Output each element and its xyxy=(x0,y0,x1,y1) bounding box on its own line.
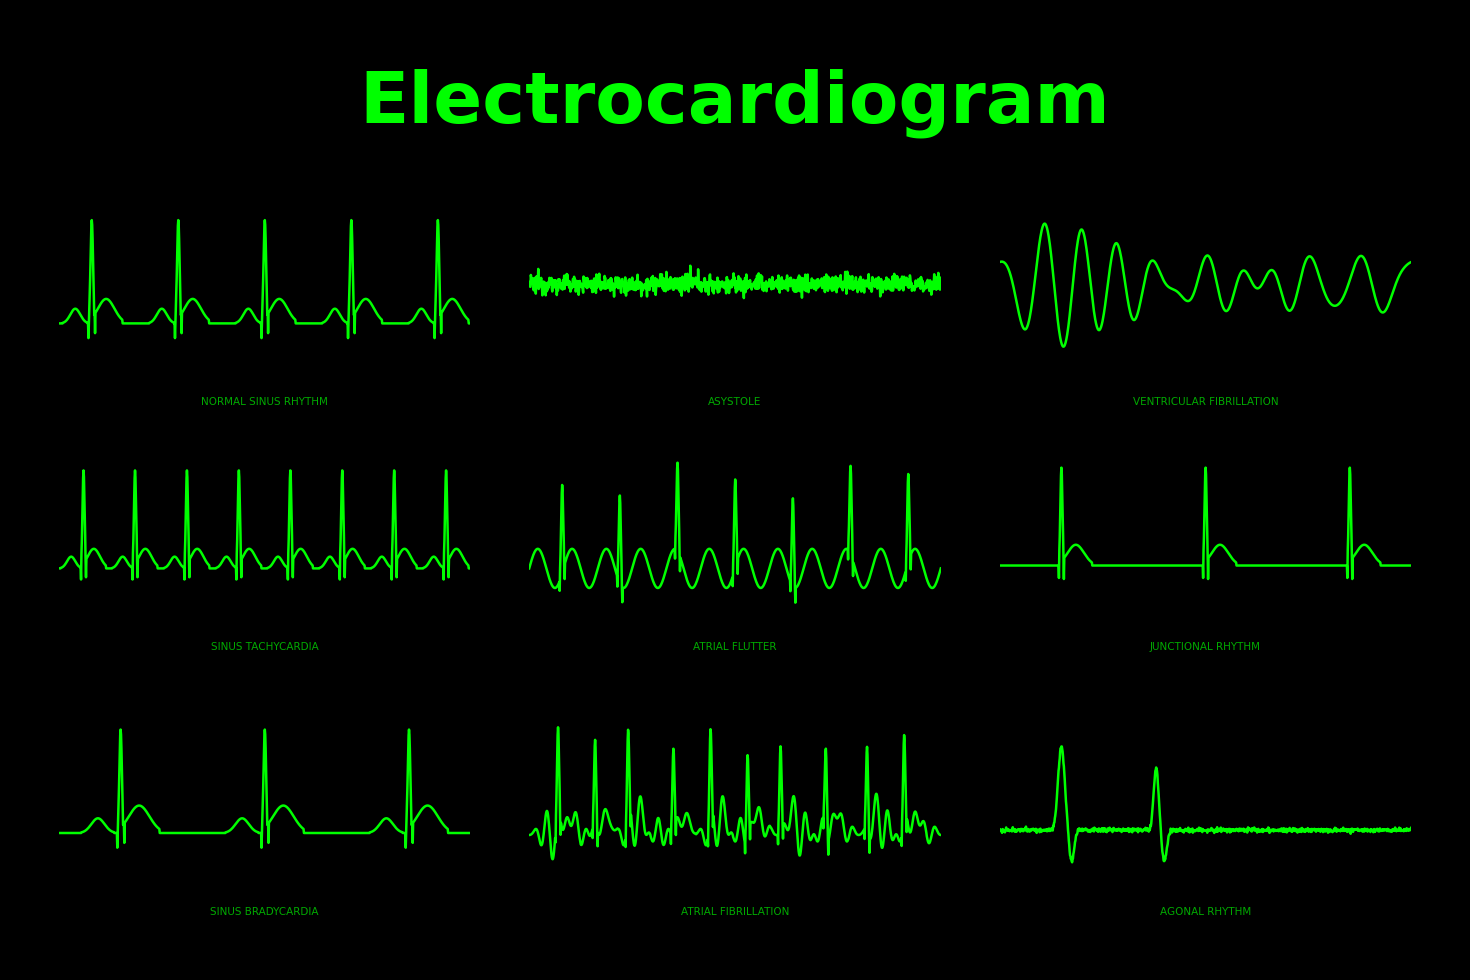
Text: ATRIAL FIBRILLATION: ATRIAL FIBRILLATION xyxy=(681,906,789,916)
Text: NORMAL SINUS RHYTHM: NORMAL SINUS RHYTHM xyxy=(201,397,328,407)
Text: SINUS TACHYCARDIA: SINUS TACHYCARDIA xyxy=(210,642,319,652)
Text: ASYSTOLE: ASYSTOLE xyxy=(709,397,761,407)
Text: SINUS BRADYCARDIA: SINUS BRADYCARDIA xyxy=(210,906,319,916)
Text: VENTRICULAR FIBRILLATION: VENTRICULAR FIBRILLATION xyxy=(1132,397,1279,407)
Text: Electrocardiogram: Electrocardiogram xyxy=(360,69,1110,138)
Text: ATRIAL FLUTTER: ATRIAL FLUTTER xyxy=(694,642,776,652)
Text: AGONAL RHYTHM: AGONAL RHYTHM xyxy=(1160,906,1251,916)
Text: JUNCTIONAL RHYTHM: JUNCTIONAL RHYTHM xyxy=(1150,642,1261,652)
